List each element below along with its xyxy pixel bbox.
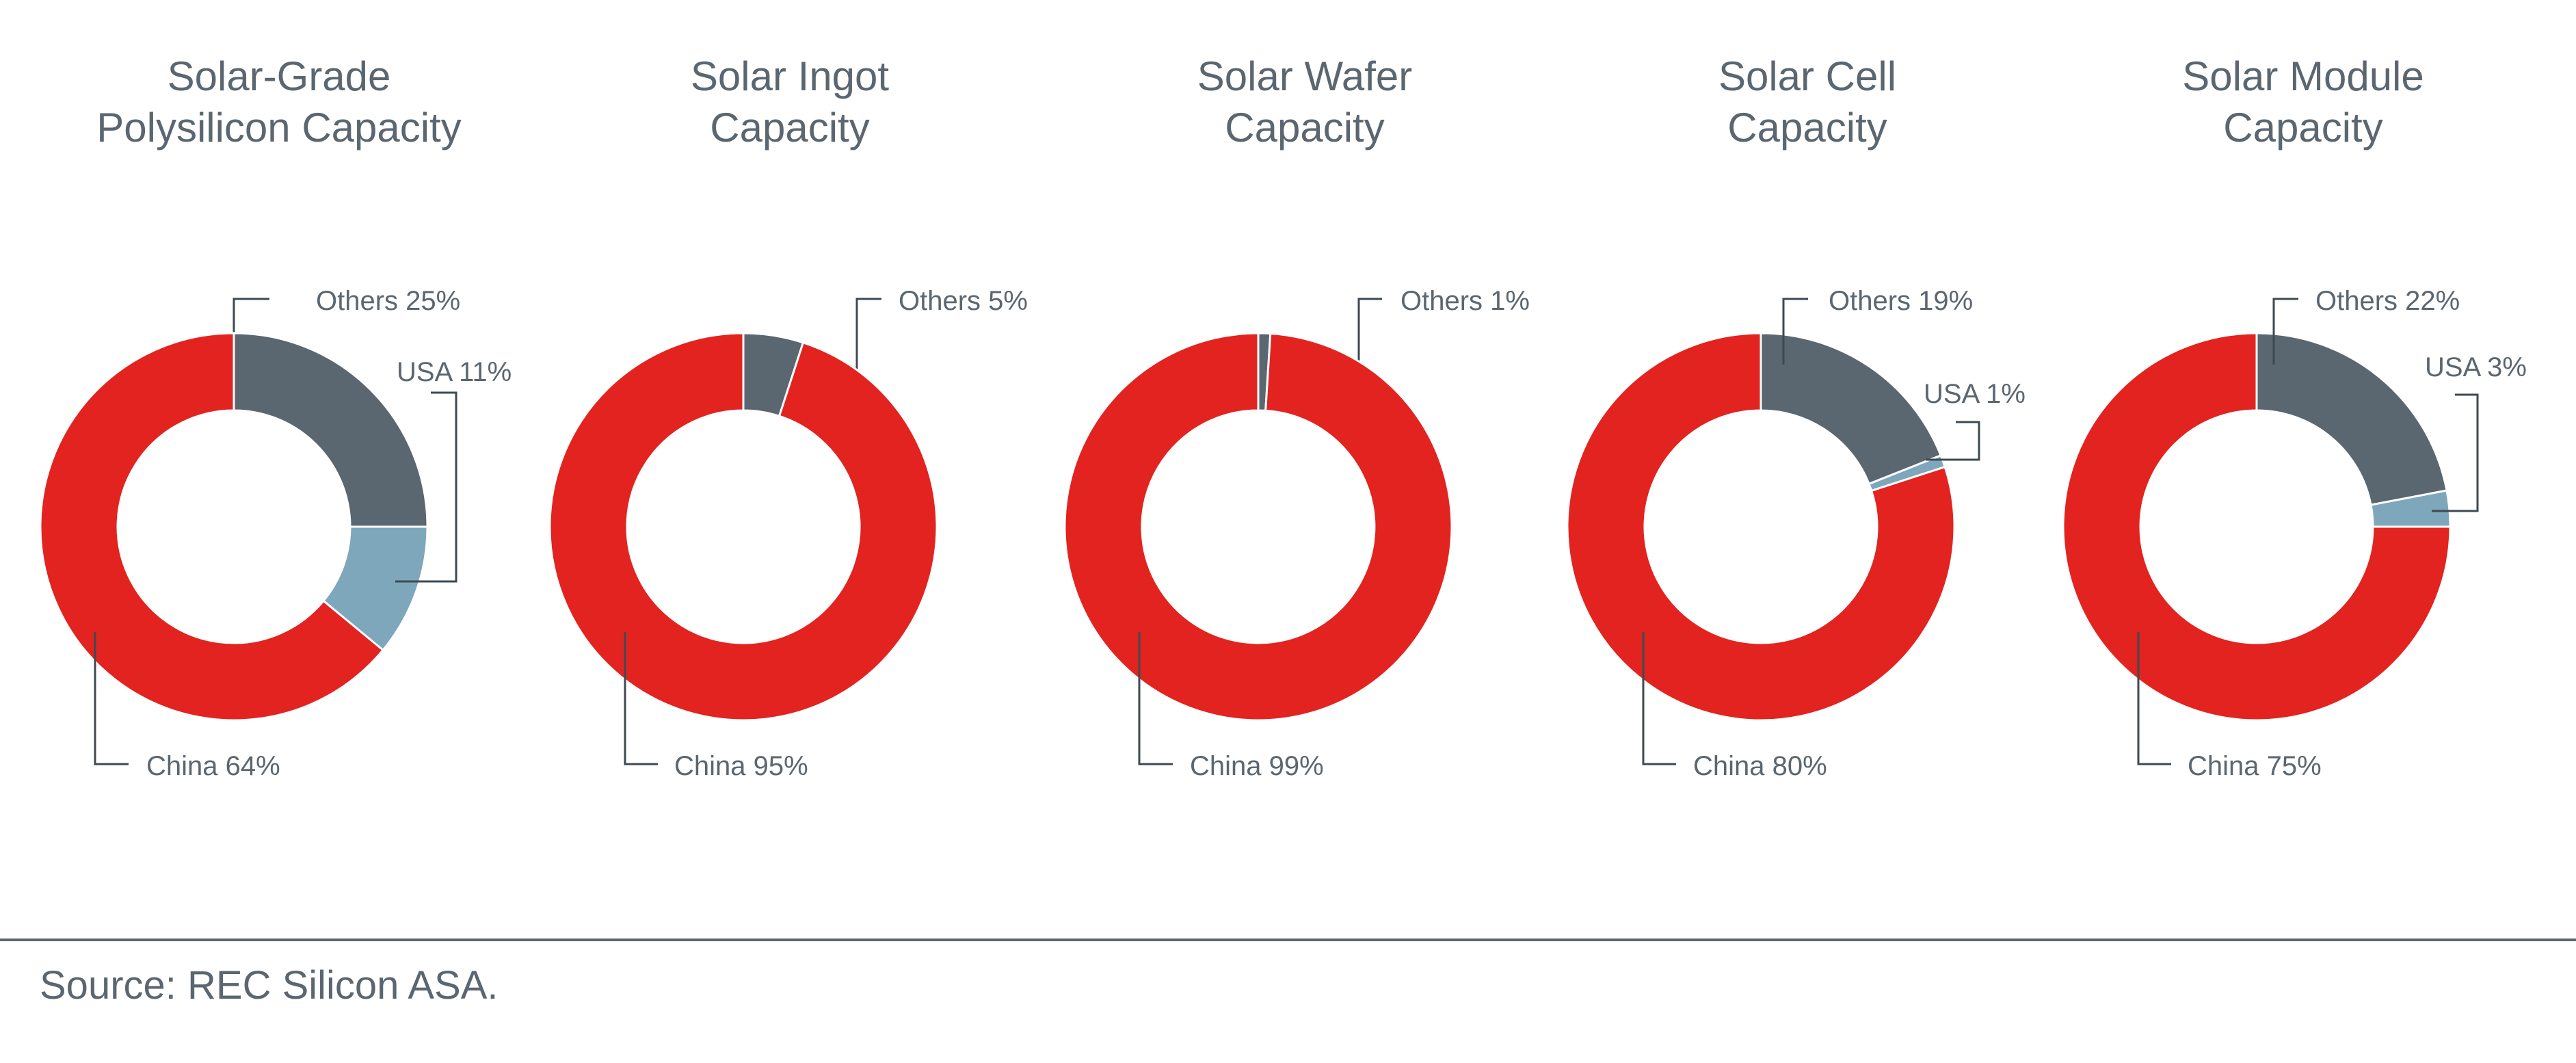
chart-title-line: Solar Ingot: [691, 53, 890, 99]
slice-label-china: China 95%: [674, 751, 808, 781]
leader-line: [1353, 298, 1382, 369]
donut-slice-china: [2062, 332, 2452, 722]
leader-line: [94, 632, 129, 765]
chart-title-line: Capacity: [710, 105, 869, 150]
chart-title-line: Solar Wafer: [1197, 53, 1413, 99]
slice-label-others: Others 22%: [2315, 286, 2460, 316]
charts-layer: Solar-Grade Polysilicon Capacity Others 25…: [39, 53, 2527, 781]
donut-chart-2: Solar Ingot Capacity Others 5% China 95%: [548, 53, 1028, 781]
donut-chart-4: Solar Cell Capacity Others 19% USA 1% China …: [1566, 53, 2026, 781]
slice-label-china: China 99%: [1190, 751, 1324, 781]
slice-label-others: Others 5%: [899, 286, 1028, 316]
chart-title-line: Solar Cell: [1718, 53, 1896, 99]
leader-line: [1138, 632, 1173, 765]
leader-line: [1642, 632, 1676, 765]
donut-slice-china: [1063, 332, 1453, 722]
donut-slice-china: [548, 332, 938, 722]
leader-line: [624, 632, 658, 765]
leader-line: [2272, 298, 2298, 365]
chart-title-line: Solar-Grade: [168, 53, 391, 99]
slice-label-others: Others 1%: [1400, 286, 1530, 316]
chart-title-line: Polysilicon Capacity: [96, 105, 462, 150]
chart-title-line: Capacity: [2223, 105, 2382, 150]
slice-label-usa: USA 11%: [397, 357, 512, 387]
slice-label-usa: USA 3%: [2425, 352, 2527, 382]
slice-label-others: Others 25%: [316, 286, 460, 316]
donut-slice-others: [1760, 332, 1943, 486]
slice-label-usa: USA 1%: [1924, 379, 2026, 409]
donut-chart-3: Solar Wafer Capacity Others 1% China 99%: [1063, 53, 1530, 781]
donut-slice-china: [1566, 332, 1956, 722]
slice-label-china: China 64%: [146, 751, 280, 781]
donut-slice-china: [39, 332, 385, 722]
leader-line: [2432, 393, 2479, 512]
slice-label-china: China 75%: [2188, 751, 2322, 781]
leader-line: [1926, 421, 1980, 461]
donut-slice-others: [2255, 332, 2448, 506]
source-note: Source: REC Silicon ASA.: [40, 963, 499, 1008]
slice-label-others: Others 19%: [1829, 286, 1973, 316]
leader-line: [1782, 298, 1808, 365]
leader-line: [395, 391, 457, 583]
chart-title-line: Solar Module: [2182, 53, 2424, 99]
chart-title-line: Capacity: [1727, 105, 1887, 150]
chart-title-line: Capacity: [1225, 105, 1384, 150]
donut-chart-5: Solar Module Capacity Others 22% USA 3% Chin…: [2062, 53, 2527, 781]
leader-line: [855, 298, 881, 391]
leader-line: [2137, 632, 2171, 765]
slice-label-china: China 80%: [1693, 751, 1827, 781]
donut-chart-1: Solar-Grade Polysilicon Capacity Others 25…: [39, 53, 512, 781]
donut-slice-others: [233, 332, 429, 528]
